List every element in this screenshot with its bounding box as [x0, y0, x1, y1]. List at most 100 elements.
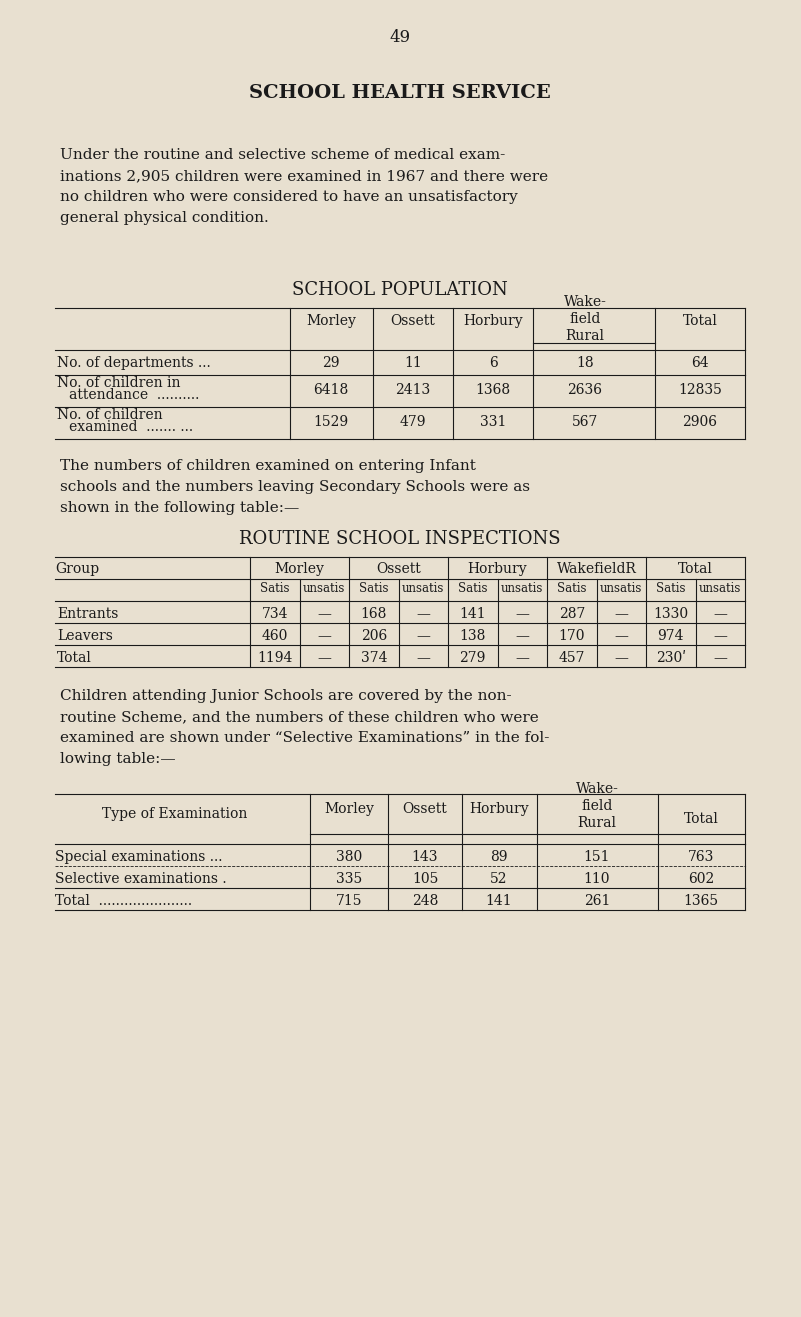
Text: 763: 763 [688, 849, 714, 864]
Text: 138: 138 [460, 630, 486, 643]
Text: —: — [417, 630, 430, 643]
Text: 12835: 12835 [678, 383, 722, 396]
Text: 110: 110 [584, 872, 610, 886]
Text: Total  ......................: Total ...................... [55, 894, 192, 907]
Text: No. of children: No. of children [57, 408, 163, 421]
Text: 374: 374 [360, 651, 387, 665]
Text: —: — [614, 630, 628, 643]
Text: 1365: 1365 [683, 894, 718, 907]
Text: 141: 141 [485, 894, 513, 907]
Text: 52: 52 [490, 872, 508, 886]
Text: Ossett: Ossett [403, 802, 448, 817]
Text: 287: 287 [558, 607, 585, 622]
Text: Morley: Morley [275, 562, 324, 576]
Text: 331: 331 [480, 415, 506, 429]
Text: 29: 29 [322, 356, 340, 370]
Text: unsatis: unsatis [600, 582, 642, 595]
Text: 974: 974 [658, 630, 684, 643]
Text: Under the routine and selective scheme of medical exam-
inations 2,905 children : Under the routine and selective scheme o… [60, 148, 548, 225]
Text: No. of departments ...: No. of departments ... [57, 356, 211, 370]
Text: 6418: 6418 [313, 383, 348, 396]
Text: 206: 206 [360, 630, 387, 643]
Text: 1529: 1529 [313, 415, 348, 429]
Text: —: — [714, 630, 727, 643]
Text: unsatis: unsatis [303, 582, 345, 595]
Text: Horbury: Horbury [468, 562, 527, 576]
Text: —: — [614, 651, 628, 665]
Text: 1194: 1194 [257, 651, 292, 665]
Text: —: — [515, 607, 529, 622]
Text: 734: 734 [261, 607, 288, 622]
Text: —: — [515, 630, 529, 643]
Text: 1368: 1368 [476, 383, 510, 396]
Text: unsatis: unsatis [501, 582, 543, 595]
Text: —: — [317, 607, 331, 622]
Text: Group: Group [55, 562, 99, 576]
Text: attendance  ..........: attendance .......... [69, 389, 199, 402]
Text: 2636: 2636 [567, 383, 602, 396]
Text: unsatis: unsatis [402, 582, 445, 595]
Text: —: — [417, 651, 430, 665]
Text: Children attending Junior Schools are covered by the non-
routine Scheme, and th: Children attending Junior Schools are co… [60, 689, 549, 766]
Text: 6: 6 [489, 356, 497, 370]
Text: Horbury: Horbury [463, 313, 523, 328]
Text: Total: Total [678, 562, 713, 576]
Text: 715: 715 [336, 894, 362, 907]
Text: —: — [417, 607, 430, 622]
Text: 460: 460 [262, 630, 288, 643]
Text: —: — [714, 607, 727, 622]
Text: 380: 380 [336, 849, 362, 864]
Text: 2413: 2413 [396, 383, 431, 396]
Text: Ossett: Ossett [391, 313, 436, 328]
Text: Horbury: Horbury [469, 802, 529, 817]
Text: Morley: Morley [324, 802, 374, 817]
Text: 64: 64 [691, 356, 709, 370]
Text: 151: 151 [584, 849, 610, 864]
Text: 567: 567 [572, 415, 598, 429]
Text: 279: 279 [460, 651, 486, 665]
Text: 479: 479 [400, 415, 426, 429]
Text: 49: 49 [389, 29, 411, 46]
Text: —: — [317, 651, 331, 665]
Text: 11: 11 [405, 356, 422, 370]
Text: Type of Examination: Type of Examination [103, 807, 248, 820]
Text: Total: Total [682, 313, 718, 328]
Text: —: — [614, 607, 628, 622]
Text: Satis: Satis [458, 582, 488, 595]
Text: examined  ....... ...: examined ....... ... [69, 420, 193, 435]
Text: Morley: Morley [306, 313, 356, 328]
Text: 248: 248 [412, 894, 438, 907]
Text: 18: 18 [576, 356, 594, 370]
Text: SCHOOL HEALTH SERVICE: SCHOOL HEALTH SERVICE [249, 84, 551, 101]
Text: 457: 457 [558, 651, 585, 665]
Text: Satis: Satis [260, 582, 289, 595]
Text: —: — [714, 651, 727, 665]
Text: The numbers of children examined on entering Infant
schools and the numbers leav: The numbers of children examined on ente… [60, 460, 530, 515]
Text: 141: 141 [460, 607, 486, 622]
Text: Satis: Satis [359, 582, 388, 595]
Text: 105: 105 [412, 872, 438, 886]
Text: 261: 261 [584, 894, 610, 907]
Text: Total: Total [683, 813, 718, 826]
Text: —: — [515, 651, 529, 665]
Text: Total: Total [57, 651, 92, 665]
Text: Entrants: Entrants [57, 607, 119, 622]
Text: Selective examinations .: Selective examinations . [55, 872, 227, 886]
Text: 335: 335 [336, 872, 362, 886]
Text: 89: 89 [490, 849, 508, 864]
Text: Wake-
field
Rural: Wake- field Rural [564, 295, 606, 344]
Text: ROUTINE SCHOOL INSPECTIONS: ROUTINE SCHOOL INSPECTIONS [239, 529, 561, 548]
Text: 1330: 1330 [653, 607, 688, 622]
Text: —: — [317, 630, 331, 643]
Text: 2906: 2906 [682, 415, 718, 429]
Text: Ossett: Ossett [376, 562, 421, 576]
Text: unsatis: unsatis [699, 582, 742, 595]
Text: 230ʹ: 230ʹ [656, 651, 686, 665]
Text: Satis: Satis [656, 582, 686, 595]
Text: Satis: Satis [557, 582, 586, 595]
Text: Wake-
field
Rural: Wake- field Rural [576, 782, 618, 830]
Text: Special examinations ...: Special examinations ... [55, 849, 223, 864]
Text: 143: 143 [412, 849, 438, 864]
Text: WakefieldR: WakefieldR [557, 562, 637, 576]
Text: Leavers: Leavers [57, 630, 113, 643]
